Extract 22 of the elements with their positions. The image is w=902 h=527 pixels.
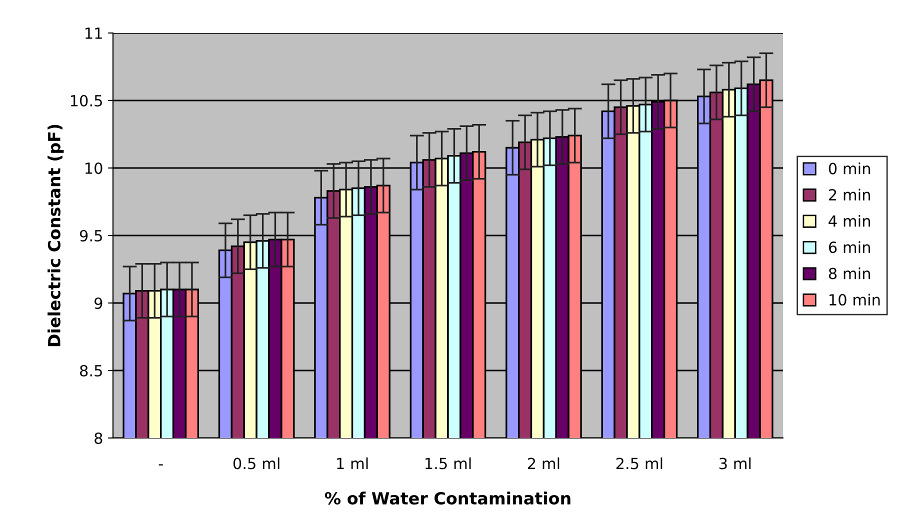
x-tick-label: 0.5 ml <box>233 457 280 470</box>
legend-label: 6 min <box>828 241 870 254</box>
y-tick-label: 11 <box>86 28 102 39</box>
y-tick-label: 8.5 <box>80 364 102 377</box>
legend-label: 10 min <box>830 294 880 306</box>
y-tick-label: 10.5 <box>70 94 102 107</box>
x-tick-label: 2.5 ml <box>616 457 662 470</box>
legend-label: 8 min <box>828 267 870 280</box>
legend-label: 4 min <box>828 214 870 227</box>
legend-label: 2 min <box>829 188 870 200</box>
x-tick-label: 1.5 ml <box>426 457 471 470</box>
y-tick-label: 10 <box>86 162 102 174</box>
x-tick-label: 1 ml <box>337 457 368 470</box>
y-axis-title: Dielectric Constant (pF) <box>48 124 64 346</box>
legend-label: 0 min <box>828 162 870 174</box>
y-tick-label: 8 <box>94 432 102 444</box>
y-tick-label: 9 <box>94 297 102 310</box>
x-axis-title: % of Water Contamination <box>324 492 570 505</box>
x-tick-label: 2 ml <box>528 457 560 470</box>
x-tick-label: - <box>158 464 163 466</box>
x-tick-label: 3 ml <box>719 457 751 470</box>
y-tick-label: 9.5 <box>80 230 102 242</box>
